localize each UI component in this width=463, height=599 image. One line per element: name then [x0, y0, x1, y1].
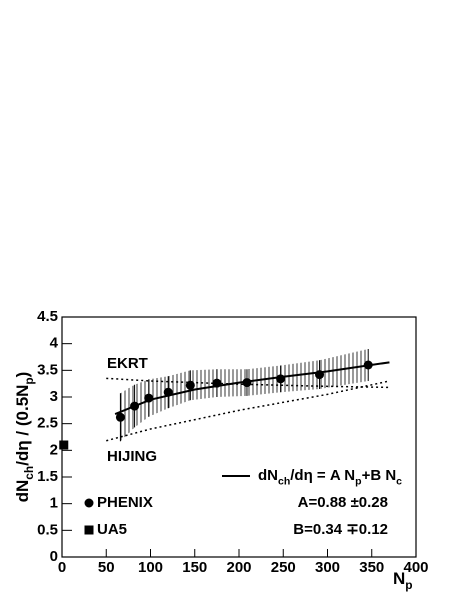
y-tick-label: 2.5 [37, 415, 58, 432]
label: dNch/dη = A Np+B Nc [258, 467, 402, 487]
line [106, 380, 390, 442]
label-part: +B N [362, 467, 397, 484]
series-label: HIJING [107, 448, 157, 465]
y-tick-label: 1 [50, 495, 58, 512]
y-tick-label: 0.5 [37, 521, 58, 538]
x-tick-label: 150 [182, 559, 207, 576]
x-tick-label: 250 [271, 559, 296, 576]
y-tick-label: 3.5 [37, 361, 58, 378]
subscript: ch [22, 466, 36, 480]
annotation: A=0.88 ±0.28 [298, 494, 388, 511]
subscript: p [22, 377, 36, 384]
point [115, 412, 125, 422]
series-label: EKRT [107, 355, 148, 372]
x-tick-label: 400 [403, 559, 428, 576]
label-part: /dη = A N [290, 467, 355, 484]
x-tick-label: 50 [98, 559, 115, 576]
annotation: B=0.34 ∓0.12 [293, 521, 388, 538]
x-tick-label: 350 [359, 559, 384, 576]
y-tick-label: 3 [50, 388, 58, 405]
line [114, 361, 390, 415]
subscript: ch [278, 475, 290, 487]
error-band [120, 349, 369, 442]
y-tick-label: 0 [50, 548, 58, 565]
label-part: ) [13, 372, 32, 378]
subscript: p [405, 578, 412, 592]
label-part: /dη / (0.5N [13, 385, 32, 466]
y-tick-label: 2 [50, 441, 58, 458]
label-part: dN [258, 467, 278, 484]
subscript: p [355, 475, 361, 487]
x-tick-label: 300 [315, 559, 340, 576]
legend-label: UA5 [97, 521, 127, 538]
x-tick-label: 100 [138, 559, 163, 576]
y-tick-label: 1.5 [37, 468, 58, 485]
label-part: dN [13, 480, 32, 503]
legend-marker [84, 498, 94, 508]
x-tick-label: 0 [58, 559, 66, 576]
x-tick-label: 200 [226, 559, 251, 576]
label: Np [393, 569, 413, 592]
label-part: N [393, 569, 405, 588]
legend-label: PHENIX [97, 494, 153, 511]
point [59, 440, 69, 450]
subscript: c [396, 475, 402, 487]
y-tick-label: 4.5 [37, 308, 58, 325]
legend-marker [84, 525, 94, 535]
label: dNch/dη / (0.5Np) [13, 372, 36, 503]
y-tick-label: 4 [50, 335, 59, 352]
